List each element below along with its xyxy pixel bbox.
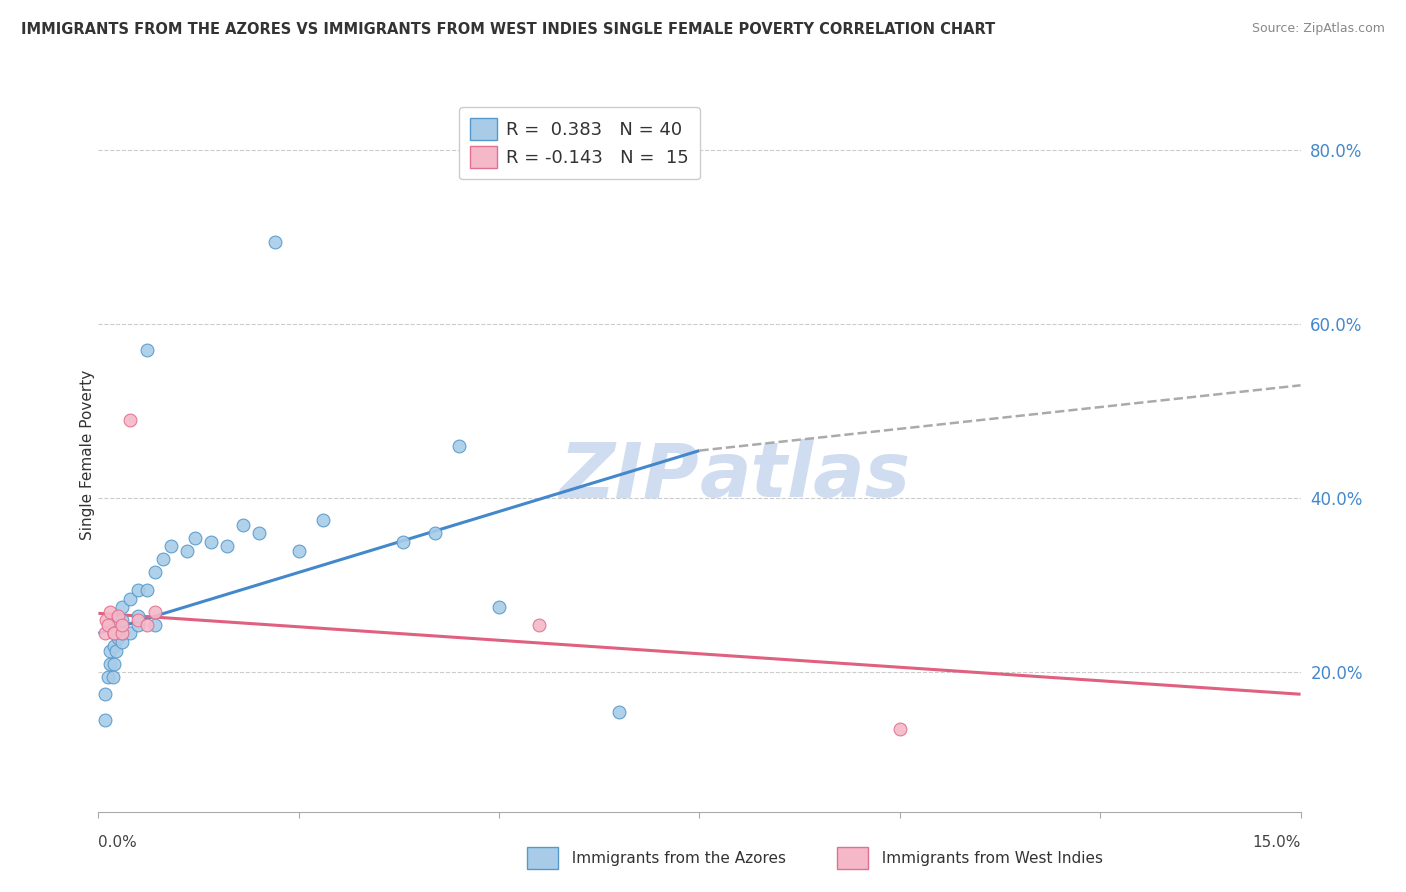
Text: 0.0%: 0.0% (98, 836, 138, 850)
Point (200, 535, 222, 549)
Point (128, 613, 150, 627)
Point (120, 626, 142, 640)
Text: Immigrants from the Azores: Immigrants from the Azores (562, 851, 786, 865)
Point (111, 626, 134, 640)
Point (105, 644, 128, 658)
Point (94, 687, 117, 701)
Point (232, 517, 254, 532)
Point (288, 543, 311, 558)
Y-axis label: Single Female Poverty: Single Female Poverty (80, 370, 94, 540)
Point (889, 722, 911, 736)
Point (103, 640, 125, 654)
Point (135, 617, 157, 632)
Legend: R =  0.383   N = 40, R = -0.143   N =  15: R = 0.383 N = 40, R = -0.143 N = 15 (458, 107, 700, 179)
Point (609, 705, 631, 719)
Text: IMMIGRANTS FROM THE AZORES VS IMMIGRANTS FROM WEST INDIES SINGLE FEMALE POVERTY : IMMIGRANTS FROM THE AZORES VS IMMIGRANTS… (21, 22, 995, 37)
Point (100, 605, 122, 619)
Point (111, 626, 134, 640)
Point (97, 617, 120, 632)
Point (100, 644, 122, 658)
Point (100, 657, 122, 671)
Text: 15.0%: 15.0% (1253, 836, 1301, 850)
Point (94, 626, 117, 640)
Point (103, 657, 125, 671)
Point (215, 539, 238, 553)
Point (96, 613, 118, 627)
Point (111, 635, 134, 649)
Text: Immigrants from West Indies: Immigrants from West Indies (872, 851, 1102, 865)
Point (263, 235, 285, 249)
Point (423, 526, 446, 541)
Point (120, 591, 142, 606)
Point (135, 582, 157, 597)
Point (103, 626, 125, 640)
Point (176, 543, 198, 558)
Point (111, 617, 134, 632)
Point (143, 605, 166, 619)
Point (392, 535, 415, 549)
Point (312, 513, 335, 527)
Point (128, 582, 150, 597)
Point (101, 670, 124, 684)
Point (529, 617, 551, 632)
Text: ZIP: ZIP (560, 440, 700, 513)
Point (183, 531, 205, 545)
Point (143, 617, 166, 632)
Point (159, 539, 181, 553)
Point (152, 552, 174, 566)
Point (488, 600, 510, 615)
Text: Source: ZipAtlas.com: Source: ZipAtlas.com (1251, 22, 1385, 36)
Point (143, 566, 166, 580)
Point (111, 613, 134, 627)
Text: atlas: atlas (700, 440, 911, 513)
Point (447, 439, 470, 453)
Point (107, 608, 129, 623)
Point (107, 631, 129, 645)
Point (247, 526, 270, 541)
Point (107, 617, 129, 632)
Point (120, 413, 142, 427)
Point (111, 600, 134, 615)
Point (103, 626, 125, 640)
Point (128, 617, 150, 632)
Point (97, 670, 120, 684)
Point (94, 714, 117, 728)
Point (128, 608, 150, 623)
Point (135, 343, 157, 358)
